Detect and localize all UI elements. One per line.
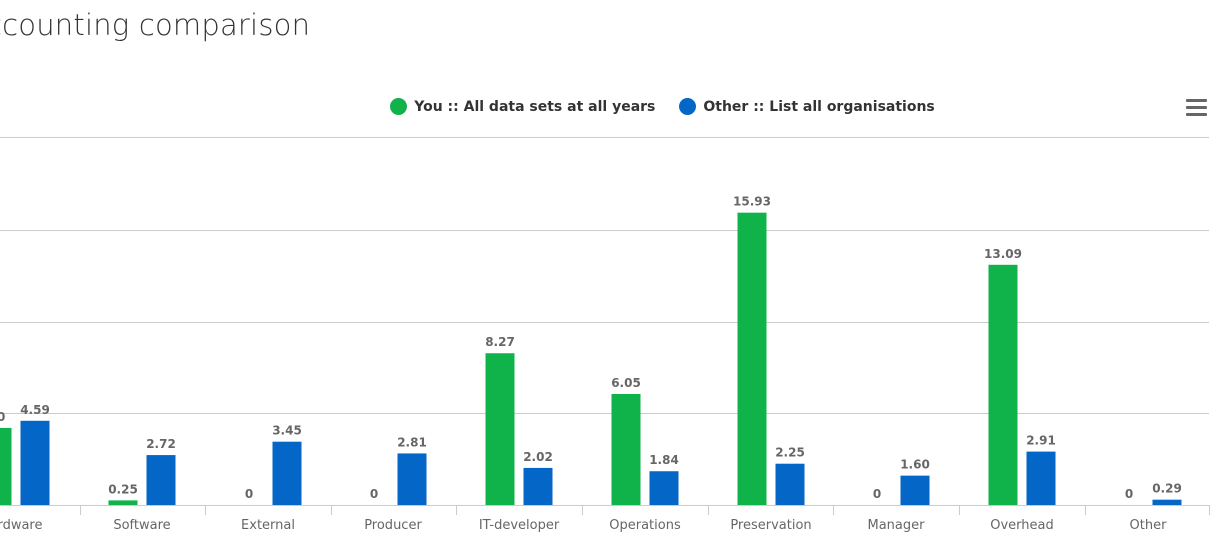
x-axis-label: Overhead xyxy=(990,518,1054,533)
data-label-you: 0 xyxy=(245,487,253,501)
data-label-other: 4.59 xyxy=(20,403,50,417)
bar-other xyxy=(272,441,302,505)
bar-other xyxy=(20,420,50,505)
x-axis-label: Manager xyxy=(868,518,926,533)
bar-other xyxy=(900,475,930,505)
data-label-you: 0 xyxy=(370,487,378,501)
bar-other xyxy=(775,463,805,505)
data-label-other: 2.72 xyxy=(146,437,176,451)
data-label-you: 0 xyxy=(1125,487,1133,501)
bar-other xyxy=(649,471,679,505)
legend-label-other: Other :: List all organisations xyxy=(703,98,935,115)
bar-other xyxy=(523,467,553,505)
bar-you xyxy=(988,264,1018,505)
legend-label-you: You :: All data sets at all years xyxy=(414,98,656,115)
legend-dot-other xyxy=(679,98,697,115)
legend-item-you[interactable]: You :: All data sets at all years xyxy=(390,98,655,115)
data-label-you: 13.09 xyxy=(984,247,1022,261)
bar-you xyxy=(0,427,12,505)
hamburger-menu-icon[interactable] xyxy=(1186,99,1207,117)
data-label-you: 8.27 xyxy=(485,335,515,349)
data-label-other: 3.45 xyxy=(272,424,302,438)
legend-item-other[interactable]: Other :: List all organisations xyxy=(679,98,935,115)
x-axis-label: Preservation xyxy=(730,518,811,533)
data-label-other: 2.81 xyxy=(397,435,427,449)
x-axis-label: Operations xyxy=(609,518,681,533)
data-label-other: 2.02 xyxy=(523,450,553,464)
bar-you xyxy=(611,393,641,505)
data-label-other: 2.25 xyxy=(775,446,805,460)
data-label-other: 1.84 xyxy=(649,453,679,467)
x-axis-label: IT-developer xyxy=(479,518,560,533)
data-label-other: 2.91 xyxy=(1026,434,1056,448)
x-axis-label: Producer xyxy=(364,518,422,533)
bar-other xyxy=(146,455,176,505)
bar-you xyxy=(485,353,515,505)
data-label-you: 20 xyxy=(0,410,5,424)
data-label-you: 6.05 xyxy=(611,376,641,390)
chart-legend: You :: All data sets at all years Other … xyxy=(0,98,1215,115)
bar-other xyxy=(1152,499,1182,505)
x-axis-label: Software xyxy=(113,518,170,533)
x-axis-label: ardware xyxy=(0,518,43,533)
bar-other xyxy=(397,453,427,505)
data-label-other: 1.60 xyxy=(900,458,930,472)
x-axis-label: External xyxy=(241,518,295,533)
bar-other xyxy=(1026,451,1056,505)
data-label-other: 0.29 xyxy=(1152,482,1182,496)
x-axis-label: Other xyxy=(1130,518,1168,533)
data-label-you: 15.93 xyxy=(733,195,771,209)
bar-you xyxy=(108,500,138,505)
legend-dot-you xyxy=(390,98,408,115)
data-label-you: 0.25 xyxy=(108,482,138,496)
bar-you xyxy=(737,212,767,505)
data-label-you: 0 xyxy=(873,487,881,501)
chart-title: ccounting comparison xyxy=(0,8,311,42)
